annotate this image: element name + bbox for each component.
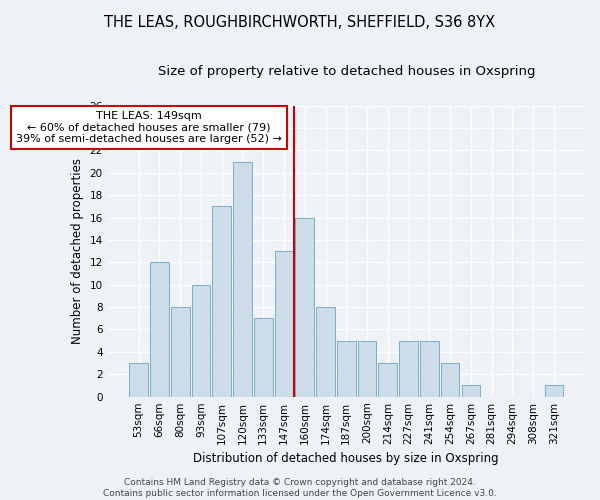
Bar (295, 218, 314, 396)
Bar (461, 386, 480, 396)
Bar (337, 340, 356, 396)
Text: Contains HM Land Registry data © Crown copyright and database right 2024.
Contai: Contains HM Land Registry data © Crown c… (103, 478, 497, 498)
Bar (420, 340, 439, 396)
Bar (233, 162, 252, 396)
Bar (316, 307, 335, 396)
Bar (358, 340, 376, 396)
Bar (399, 340, 418, 396)
Bar (441, 363, 460, 396)
Bar (545, 386, 563, 396)
Bar (191, 284, 210, 397)
Bar (129, 363, 148, 396)
Bar (379, 363, 397, 396)
Bar (212, 206, 231, 396)
Text: THE LEAS, ROUGHBIRCHWORTH, SHEFFIELD, S36 8YX: THE LEAS, ROUGHBIRCHWORTH, SHEFFIELD, S3… (104, 15, 496, 30)
Title: Size of property relative to detached houses in Oxspring: Size of property relative to detached ho… (158, 65, 535, 78)
Bar (275, 251, 293, 396)
Bar (171, 307, 190, 396)
Bar (150, 262, 169, 396)
Y-axis label: Number of detached properties: Number of detached properties (71, 158, 84, 344)
X-axis label: Distribution of detached houses by size in Oxspring: Distribution of detached houses by size … (193, 452, 499, 465)
Bar (254, 318, 272, 396)
Text: THE LEAS: 149sqm
← 60% of detached houses are smaller (79)
39% of semi-detached : THE LEAS: 149sqm ← 60% of detached house… (16, 111, 282, 144)
